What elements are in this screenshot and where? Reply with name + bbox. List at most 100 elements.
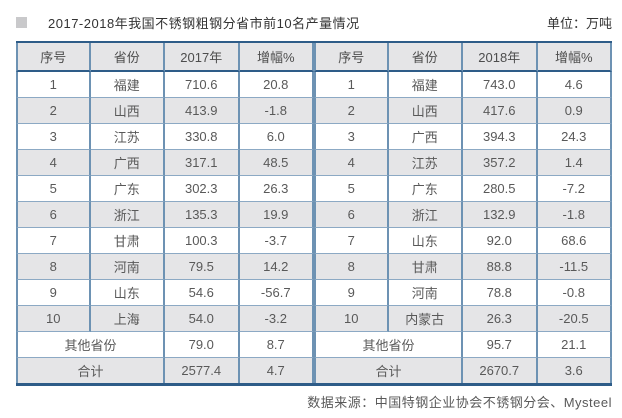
col-header-province-2017: 省份 bbox=[90, 43, 165, 72]
province-cell: 江苏 bbox=[388, 150, 463, 176]
growth-cell: -1.8 bbox=[239, 98, 314, 124]
rank-cell: 5 bbox=[16, 176, 91, 202]
col-header-index-2018: 序号 bbox=[314, 43, 389, 72]
table-row: 3 江苏 330.8 6.0 3 广西 394.3 24.3 bbox=[16, 124, 612, 150]
province-cell: 广东 bbox=[90, 176, 165, 202]
data-source-note: 数据来源：中国特钢企业协会不锈钢分会、Mysteel bbox=[307, 395, 612, 410]
value-cell: 417.6 bbox=[463, 98, 538, 124]
rank-cell: 6 bbox=[16, 202, 91, 228]
unit-label: 单位：万吨 bbox=[546, 15, 612, 31]
table-row: 2 山西 413.9 -1.8 2 山西 417.6 0.9 bbox=[16, 98, 612, 124]
province-cell: 广西 bbox=[90, 150, 165, 176]
total-label: 合计 bbox=[16, 358, 165, 383]
growth-cell: -11.5 bbox=[537, 254, 612, 280]
value-cell: 394.3 bbox=[463, 124, 538, 150]
growth-cell: 14.2 bbox=[239, 254, 314, 280]
other-provinces-label: 其他省份 bbox=[16, 332, 165, 358]
province-cell: 浙江 bbox=[90, 202, 165, 228]
table-row: 1 福建 710.6 20.8 1 福建 743.0 4.6 bbox=[16, 72, 612, 98]
table-row: 6 浙江 135.3 19.9 6 浙江 132.9 -1.8 bbox=[16, 202, 612, 228]
growth-cell: 26.3 bbox=[239, 176, 314, 202]
value-cell: 79.5 bbox=[165, 254, 240, 280]
value-cell: 330.8 bbox=[165, 124, 240, 150]
value-cell: 280.5 bbox=[463, 176, 538, 202]
table-row: 9 山东 54.6 -56.7 9 河南 78.8 -0.8 bbox=[16, 280, 612, 306]
growth-cell: -7.2 bbox=[537, 176, 612, 202]
value-cell: 317.1 bbox=[165, 150, 240, 176]
table-row: 4 广西 317.1 48.5 4 江苏 357.2 1.4 bbox=[16, 150, 612, 176]
total-label: 合计 bbox=[314, 358, 463, 383]
growth-cell: 68.6 bbox=[537, 228, 612, 254]
value-cell: 2577.4 bbox=[165, 358, 240, 383]
rank-cell: 4 bbox=[314, 150, 389, 176]
col-header-province-2018: 省份 bbox=[388, 43, 463, 72]
growth-cell: 48.5 bbox=[239, 150, 314, 176]
growth-cell: 19.9 bbox=[239, 202, 314, 228]
value-cell: 54.0 bbox=[165, 306, 240, 332]
growth-cell: 20.8 bbox=[239, 72, 314, 98]
rank-cell: 2 bbox=[314, 98, 389, 124]
value-cell: 92.0 bbox=[463, 228, 538, 254]
value-cell: 710.6 bbox=[165, 72, 240, 98]
rank-cell: 9 bbox=[314, 280, 389, 306]
rank-cell: 7 bbox=[16, 228, 91, 254]
rank-cell: 7 bbox=[314, 228, 389, 254]
rank-cell: 3 bbox=[16, 124, 91, 150]
growth-cell: -0.8 bbox=[537, 280, 612, 306]
value-cell: 2670.7 bbox=[463, 358, 538, 383]
value-cell: 743.0 bbox=[463, 72, 538, 98]
growth-cell: -20.5 bbox=[537, 306, 612, 332]
growth-cell: 6.0 bbox=[239, 124, 314, 150]
province-cell: 甘肃 bbox=[388, 254, 463, 280]
province-cell: 内蒙古 bbox=[388, 306, 463, 332]
value-cell: 413.9 bbox=[165, 98, 240, 124]
growth-cell: -56.7 bbox=[239, 280, 314, 306]
col-header-index-2017: 序号 bbox=[16, 43, 91, 72]
table-row: 5 广东 302.3 26.3 5 广东 280.5 -7.2 bbox=[16, 176, 612, 202]
value-cell: 95.7 bbox=[463, 332, 538, 358]
value-cell: 54.6 bbox=[165, 280, 240, 306]
rank-cell: 6 bbox=[314, 202, 389, 228]
province-cell: 福建 bbox=[388, 72, 463, 98]
total-row: 合计 2577.4 4.7 合计 2670.7 3.6 bbox=[16, 358, 612, 383]
rank-cell: 8 bbox=[314, 254, 389, 280]
growth-cell: 1.4 bbox=[537, 150, 612, 176]
table-row: 7 甘肃 100.3 -3.7 7 山东 92.0 68.6 bbox=[16, 228, 612, 254]
col-header-year-2018: 2018年 bbox=[463, 43, 538, 72]
rank-cell: 8 bbox=[16, 254, 91, 280]
col-header-growth-2018: 增幅% bbox=[537, 43, 612, 72]
production-table: 序号 省份 2017年 增幅% 序号 省份 2018年 增幅% 1 福建 710… bbox=[16, 41, 612, 386]
col-header-growth-2017: 增幅% bbox=[239, 43, 314, 72]
growth-cell: -1.8 bbox=[537, 202, 612, 228]
rank-cell: 5 bbox=[314, 176, 389, 202]
growth-cell: 4.7 bbox=[239, 358, 314, 383]
square-bullet-icon bbox=[16, 16, 27, 28]
growth-cell: 3.6 bbox=[537, 358, 612, 383]
rank-cell: 9 bbox=[16, 280, 91, 306]
table-row: 10 上海 54.0 -3.2 10 内蒙古 26.3 -20.5 bbox=[16, 306, 612, 332]
growth-cell: 4.6 bbox=[537, 72, 612, 98]
growth-cell: -3.7 bbox=[239, 228, 314, 254]
rank-cell: 10 bbox=[16, 306, 91, 332]
col-header-year-2017: 2017年 bbox=[165, 43, 240, 72]
other-provinces-label: 其他省份 bbox=[314, 332, 463, 358]
rank-cell: 2 bbox=[16, 98, 91, 124]
growth-cell: 8.7 bbox=[239, 332, 314, 358]
value-cell: 135.3 bbox=[165, 202, 240, 228]
header-row: 序号 省份 2017年 增幅% 序号 省份 2018年 增幅% bbox=[16, 43, 612, 72]
other-provinces-row: 其他省份 79.0 8.7 其他省份 95.7 21.1 bbox=[16, 332, 612, 358]
rank-cell: 1 bbox=[16, 72, 91, 98]
value-cell: 88.8 bbox=[463, 254, 538, 280]
page-title: 2017-2018年我国不锈钢粗钢分省市前10名产量情况 bbox=[48, 15, 360, 31]
province-cell: 甘肃 bbox=[90, 228, 165, 254]
rank-cell: 10 bbox=[314, 306, 389, 332]
province-cell: 广东 bbox=[388, 176, 463, 202]
value-cell: 100.3 bbox=[165, 228, 240, 254]
growth-cell: 24.3 bbox=[537, 124, 612, 150]
province-cell: 上海 bbox=[90, 306, 165, 332]
province-cell: 浙江 bbox=[388, 202, 463, 228]
growth-cell: 0.9 bbox=[537, 98, 612, 124]
rank-cell: 3 bbox=[314, 124, 389, 150]
province-cell: 福建 bbox=[90, 72, 165, 98]
province-cell: 河南 bbox=[388, 280, 463, 306]
